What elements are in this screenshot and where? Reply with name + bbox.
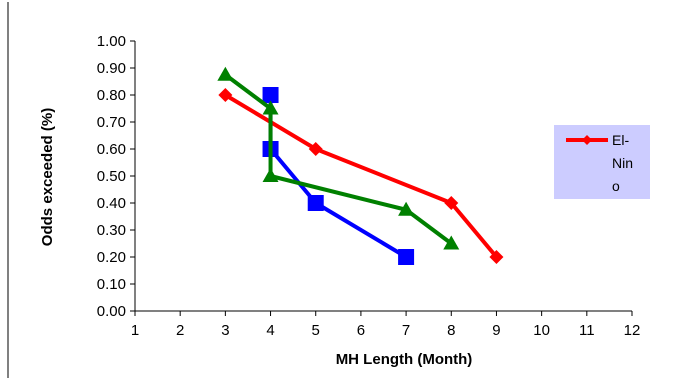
y-tick-label: 0.20 <box>97 249 126 266</box>
x-axis-title: MH Length (Month) <box>336 351 473 368</box>
y-tick-label: 0.70 <box>97 114 126 131</box>
x-tick-label: 4 <box>266 322 274 339</box>
legend-marker-el-nino <box>582 135 592 145</box>
legend-background <box>554 125 650 199</box>
data-point-diamond <box>308 142 323 156</box>
data-point-triangle <box>217 66 234 81</box>
data-point-square <box>398 249 415 265</box>
data-point-square <box>262 87 279 103</box>
data-point-diamond <box>489 250 504 264</box>
series-1 <box>218 88 504 264</box>
y-tick-label: 0.10 <box>97 276 126 293</box>
y-tick-label: 0.60 <box>97 141 126 158</box>
legend-label-line-1: El- <box>612 132 629 148</box>
data-point-triangle <box>262 168 279 182</box>
x-tick-label: 1 <box>131 322 139 339</box>
y-tick-label: 0.50 <box>97 168 126 185</box>
x-tick-label: 6 <box>357 322 365 339</box>
x-tick-label: 10 <box>533 322 550 339</box>
x-tick-label: 5 <box>312 322 320 339</box>
data-point-triangle <box>262 100 279 115</box>
x-tick-label: 2 <box>176 322 184 339</box>
series-layer <box>217 66 504 265</box>
y-tick-label: 0.30 <box>97 222 126 239</box>
data-point-diamond <box>218 88 233 102</box>
x-tick-label: 7 <box>402 322 410 339</box>
x-tick-label: 12 <box>624 322 641 339</box>
x-tick-label: 9 <box>492 322 500 339</box>
series-3 <box>217 66 460 250</box>
x-tick-label: 11 <box>579 322 595 339</box>
data-point-square <box>307 195 324 211</box>
data-point-triangle <box>443 235 460 250</box>
legend-label-line-3: o <box>612 178 620 194</box>
y-tick-label: 0.80 <box>97 87 126 104</box>
legend-label-line-2: Nin <box>612 155 633 171</box>
y-tick-label: 1.00 <box>97 33 126 50</box>
y-axis-title: Odds exceeded (%) <box>39 108 56 246</box>
x-tick-label: 8 <box>447 322 455 339</box>
legend: El- Nin o <box>554 125 650 199</box>
y-tick-label: 0.00 <box>97 303 126 320</box>
data-point-triangle <box>398 201 415 216</box>
y-tick-label: 0.90 <box>97 60 126 77</box>
y-tick-label: 0.40 <box>97 195 126 212</box>
axes: 0.00 0.10 0.20 0.30 0.40 0.50 0.60 0.70 0.80 0.90… <box>97 33 641 339</box>
data-point-diamond <box>444 196 459 210</box>
x-tick-label: 3 <box>221 322 229 339</box>
series-2 <box>262 87 415 265</box>
